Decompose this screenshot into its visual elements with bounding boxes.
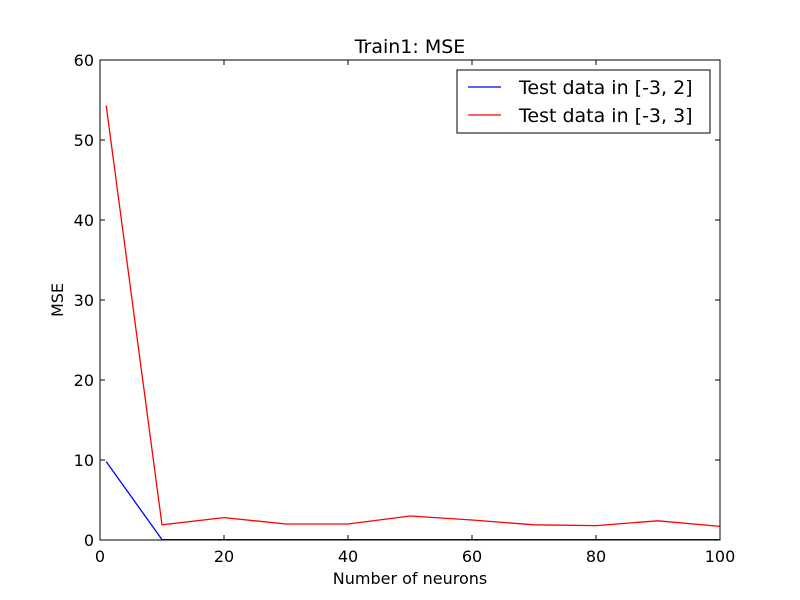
x-tick-label: 40 [338,547,358,566]
legend-box [456,69,711,134]
x-tick-label: 100 [705,547,736,566]
y-tick-label: 10 [74,451,94,470]
y-tick-label: 20 [74,371,94,390]
x-tick-label: 80 [586,547,606,566]
y-tick-label: 30 [74,291,94,310]
y-axis-label: MSE [48,283,67,317]
chart-title: Train1: MSE [354,36,466,58]
y-tick-label: 0 [84,531,94,550]
y-tick-label: 40 [74,211,94,230]
x-tick-label: 0 [95,547,105,566]
legend: Test data in [-3, 2] Test data in [-3, 3… [456,69,711,134]
ticks-layer: 0 20 40 60 80 100 0 10 20 30 40 50 60 [74,51,736,566]
x-tick-label: 60 [462,547,482,566]
x-axis-label: Number of neurons [333,569,487,588]
legend-label-1: Test data in [-3, 3] [518,105,693,127]
plot-area [100,60,720,540]
y-tick-label: 60 [74,51,94,70]
x-tick-label: 20 [214,547,234,566]
legend-label-0: Test data in [-3, 2] [518,77,693,99]
plot-frame [99,59,721,541]
series-line-1 [105,105,721,528]
y-tick-label: 50 [74,131,94,150]
